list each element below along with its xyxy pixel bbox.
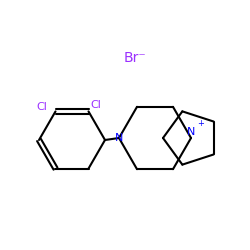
Text: +: + bbox=[198, 120, 204, 128]
Text: Cl: Cl bbox=[37, 102, 48, 113]
Text: N: N bbox=[187, 127, 195, 137]
Text: N: N bbox=[115, 133, 123, 143]
Text: Br⁻: Br⁻ bbox=[124, 51, 146, 65]
Text: Cl: Cl bbox=[90, 100, 102, 110]
